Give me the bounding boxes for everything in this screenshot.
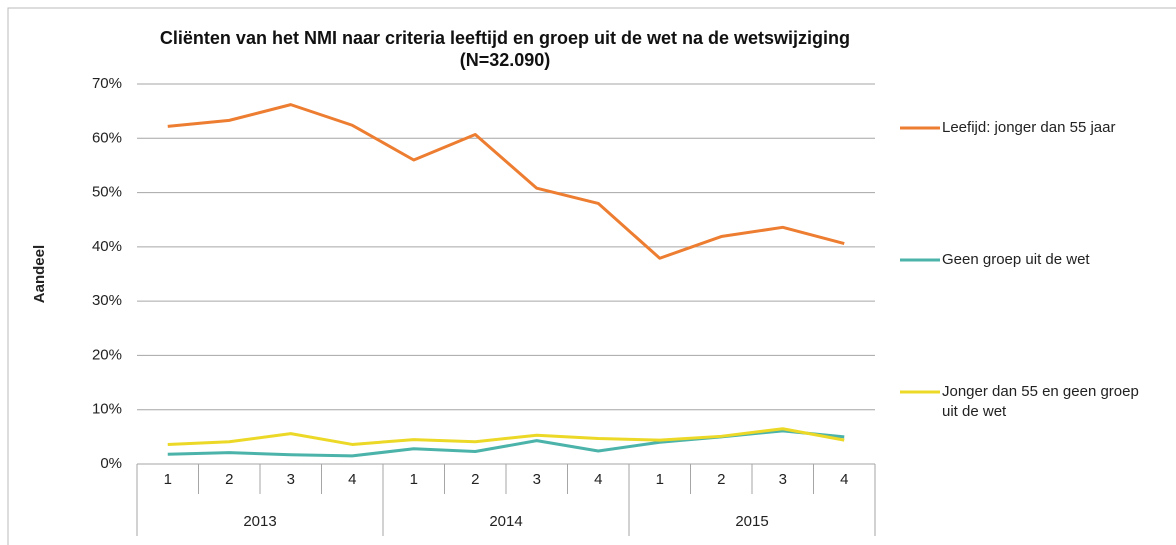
- chart-title: Cliënten van het NMI naar criteria leeft…: [159, 28, 851, 48]
- legend-entry: Jonger dan 55 en geen groep uit de wet: [942, 383, 1139, 420]
- y-tick-label: 10%: [92, 401, 122, 418]
- y-tick-label: 20%: [92, 346, 122, 363]
- group-label: 2013: [243, 513, 276, 530]
- y-tick-label: 0%: [100, 455, 122, 472]
- chart-title: (N=32.090): [459, 50, 551, 70]
- y-tick-label: 60%: [92, 129, 122, 146]
- x-tick-label: 1: [164, 471, 172, 488]
- chart-frame: [7, 7, 1176, 545]
- x-tick-label: 1: [410, 471, 418, 488]
- y-tick-label: 50%: [92, 184, 122, 201]
- y-tick-label: 40%: [92, 238, 122, 255]
- y-tick-label: 30%: [92, 292, 122, 309]
- group-label: 2015: [735, 513, 768, 530]
- series-line: [167, 103, 845, 260]
- x-tick-label: 3: [287, 471, 295, 488]
- x-tick-label: 1: [656, 471, 664, 488]
- y-axis-label: Aandeel: [31, 245, 48, 303]
- x-tick-label: 2: [225, 471, 233, 488]
- legend-entry: Leefijd: jonger dan 55 jaar: [942, 119, 1116, 136]
- x-tick-label: 4: [840, 471, 848, 488]
- x-tick-label: 3: [533, 471, 541, 488]
- x-tick-label: 2: [717, 471, 725, 488]
- x-tick-label: 4: [348, 471, 356, 488]
- x-tick-label: 4: [594, 471, 602, 488]
- y-tick-label: 70%: [92, 75, 122, 92]
- x-tick-label: 3: [779, 471, 787, 488]
- group-label: 2014: [489, 513, 522, 530]
- series-line: [167, 427, 845, 446]
- legend-entry: Geen groep uit de wet: [942, 251, 1090, 268]
- x-tick-label: 2: [471, 471, 479, 488]
